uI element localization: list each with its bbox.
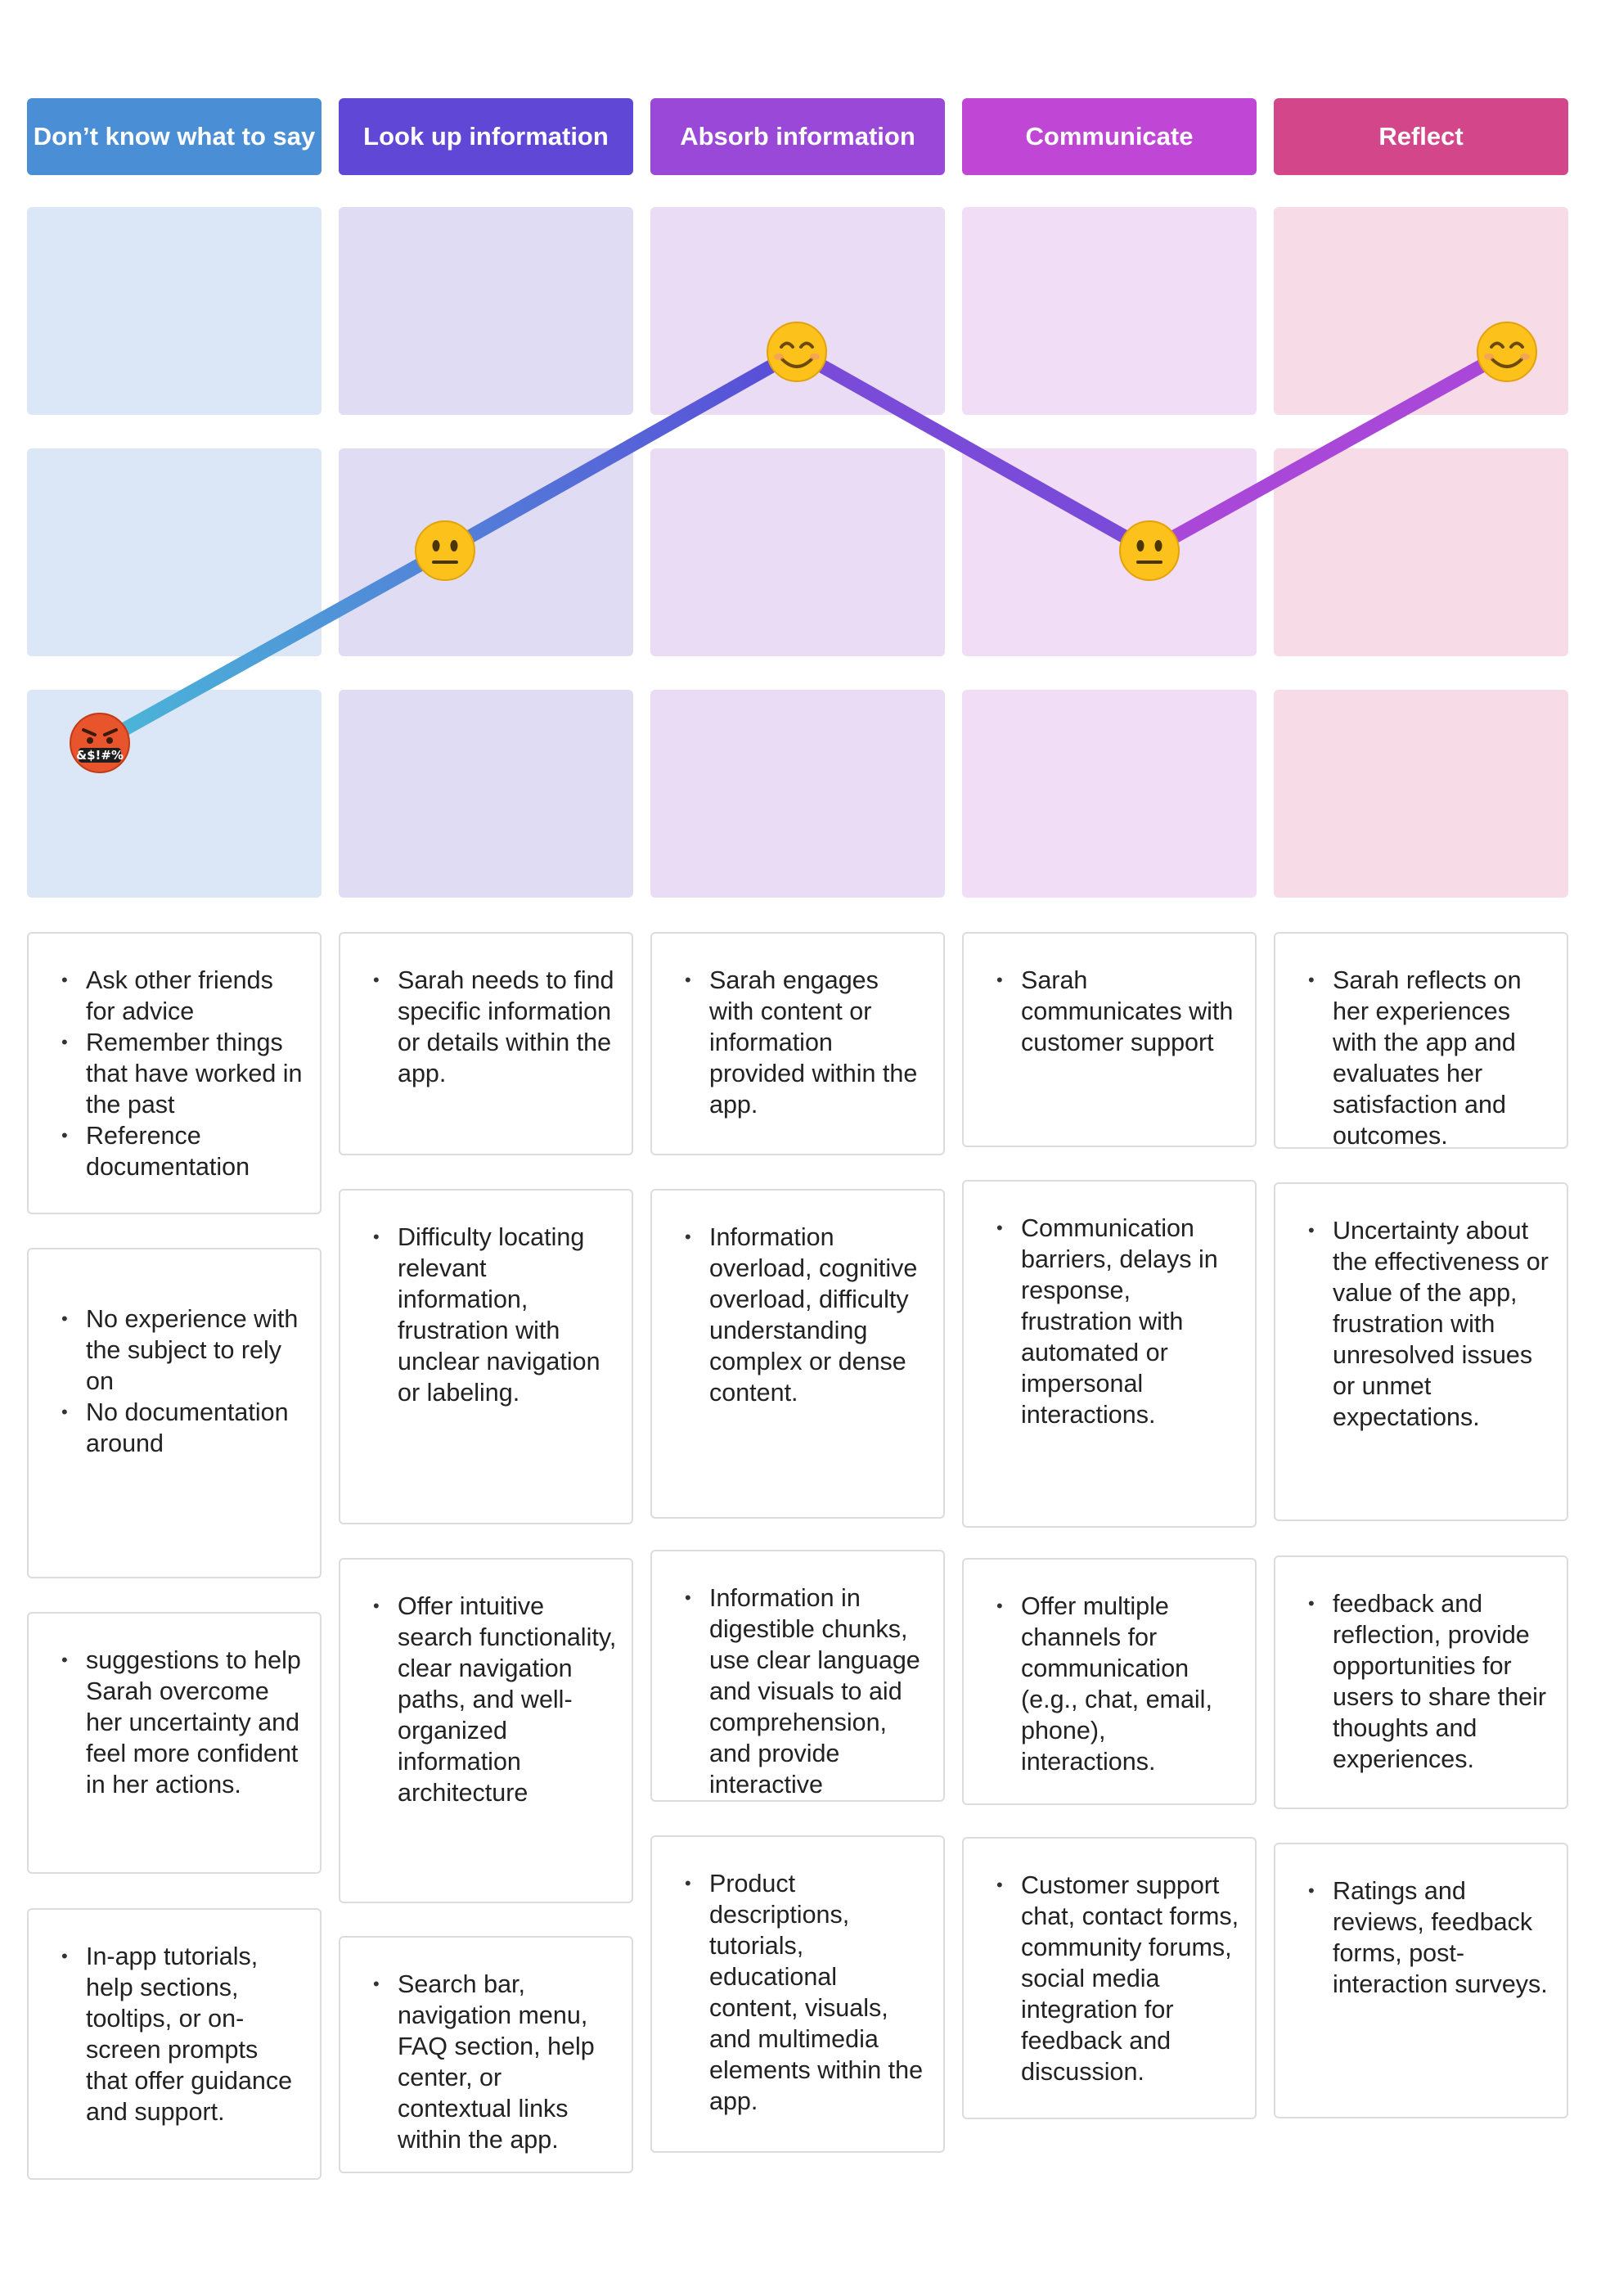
card-bullet-item: No experience with the subject to rely o…: [61, 1303, 305, 1397]
card-bullet-item: Ratings and reviews, feedback forms, pos…: [1308, 1875, 1552, 2000]
card-bullet-list: feedback and reflection, provide opportu…: [1290, 1588, 1552, 1775]
stage-3-card-4: Product descriptions, tutorials, educati…: [650, 1835, 945, 2153]
card-bullet-item: Search bar, navigation menu, FAQ section…: [373, 1969, 617, 2155]
card-bullet-list: Ask other friends for adviceRemember thi…: [43, 965, 305, 1182]
emotion-zone-negative: [27, 690, 322, 898]
stage-5-card-4: Ratings and reviews, feedback forms, pos…: [1274, 1843, 1568, 2118]
card-bullet-list: Sarah communicates with customer support: [978, 965, 1240, 1058]
card-bullet-item: Product descriptions, tutorials, educati…: [685, 1868, 929, 2117]
stage-header-4: Communicate: [962, 98, 1257, 175]
stage-2-card-2: Difficulty locating relevant information…: [339, 1189, 633, 1524]
card-bullet-list: Information in digestible chunks, use cl…: [667, 1582, 929, 1800]
card-bullet-item: Uncertainty about the effectiveness or v…: [1308, 1215, 1552, 1433]
stage-5-card-1: Sarah reflects on her experiences with t…: [1274, 932, 1568, 1149]
emotion-zone-neutral: [962, 448, 1257, 656]
card-bullet-item: Difficulty locating relevant information…: [373, 1222, 617, 1408]
stage-header-1: Don’t know what to say: [27, 98, 322, 175]
card-bullet-list: Product descriptions, tutorials, educati…: [667, 1868, 929, 2117]
emotion-zone-positive: [1274, 207, 1568, 415]
stage-1-card-2: No experience with the subject to rely o…: [27, 1248, 322, 1578]
stage-2-card-1: Sarah needs to find specific information…: [339, 932, 633, 1155]
card-bullet-list: Customer support chat, contact forms, co…: [978, 1870, 1240, 2087]
emotion-zone-neutral: [339, 448, 633, 656]
card-bullet-list: Ratings and reviews, feedback forms, pos…: [1290, 1875, 1552, 2000]
card-bullet-list: Uncertainty about the effectiveness or v…: [1290, 1215, 1552, 1433]
card-bullet-list: Search bar, navigation menu, FAQ section…: [355, 1969, 617, 2155]
emotion-zone-negative: [339, 690, 633, 898]
stage-4-card-2: Communication barriers, delays in respon…: [962, 1180, 1257, 1528]
card-bullet-item: Sarah engages with content or informatio…: [685, 965, 929, 1120]
card-bullet-list: Information overload, cognitive overload…: [667, 1222, 929, 1408]
stage-4-card-3: Offer multiple channels for communicatio…: [962, 1558, 1257, 1805]
card-bullet-item: Sarah reflects on her experiences with t…: [1308, 965, 1552, 1147]
emotion-zone-neutral: [650, 448, 945, 656]
card-bullet-item: Reference documentation: [61, 1120, 305, 1182]
stage-3-card-2: Information overload, cognitive overload…: [650, 1189, 945, 1519]
emotion-zone-negative: [650, 690, 945, 898]
emotion-zone-positive: [962, 207, 1257, 415]
card-bullet-item: Information in digestible chunks, use cl…: [685, 1582, 929, 1800]
stage-2-card-4: Search bar, navigation menu, FAQ section…: [339, 1936, 633, 2173]
stage-3-card-1: Sarah engages with content or informatio…: [650, 932, 945, 1155]
card-bullet-item: feedback and reflection, provide opportu…: [1308, 1588, 1552, 1775]
emotion-zone-positive: [27, 207, 322, 415]
card-bullet-list: Offer multiple channels for communicatio…: [978, 1591, 1240, 1777]
card-bullet-list: No experience with the subject to rely o…: [43, 1303, 305, 1459]
stage-3-card-3: Information in digestible chunks, use cl…: [650, 1550, 945, 1802]
emotion-zone-neutral: [1274, 448, 1568, 656]
card-bullet-item: In-app tutorials, help sections, tooltip…: [61, 1941, 305, 2127]
card-bullet-list: Sarah engages with content or informatio…: [667, 965, 929, 1120]
card-bullet-item: Communication barriers, delays in respon…: [996, 1213, 1240, 1430]
card-bullet-item: Offer multiple channels for communicatio…: [996, 1591, 1240, 1777]
card-bullet-item: Sarah needs to find specific information…: [373, 965, 617, 1089]
stage-2-card-3: Offer intuitive search functionality, cl…: [339, 1558, 633, 1903]
emotion-zone-positive: [650, 207, 945, 415]
stage-4-card-4: Customer support chat, contact forms, co…: [962, 1837, 1257, 2119]
card-bullet-list: Sarah reflects on her experiences with t…: [1290, 965, 1552, 1147]
emotion-zone-neutral: [27, 448, 322, 656]
card-bullet-list: Sarah needs to find specific information…: [355, 965, 617, 1089]
stage-1-card-3: suggestions to help Sarah overcome her u…: [27, 1612, 322, 1874]
card-bullet-list: Difficulty locating relevant information…: [355, 1222, 617, 1408]
stage-1-card-1: Ask other friends for adviceRemember thi…: [27, 932, 322, 1214]
card-bullet-item: Customer support chat, contact forms, co…: [996, 1870, 1240, 2087]
stage-1-card-4: In-app tutorials, help sections, tooltip…: [27, 1908, 322, 2180]
card-bullet-item: Sarah communicates with customer support: [996, 965, 1240, 1058]
stage-header-3: Absorb information: [650, 98, 945, 175]
card-bullet-item: Ask other friends for advice: [61, 965, 305, 1027]
stage-4-card-1: Sarah communicates with customer support: [962, 932, 1257, 1147]
card-bullet-item: Remember things that have worked in the …: [61, 1027, 305, 1120]
emotion-zone-positive: [339, 207, 633, 415]
stage-5-card-3: feedback and reflection, provide opportu…: [1274, 1555, 1568, 1809]
card-bullet-item: No documentation around: [61, 1397, 305, 1459]
emotion-zone-negative: [1274, 690, 1568, 898]
stage-header-2: Look up information: [339, 98, 633, 175]
stage-5-card-2: Uncertainty about the effectiveness or v…: [1274, 1182, 1568, 1521]
emotion-zone-negative: [962, 690, 1257, 898]
card-bullet-list: In-app tutorials, help sections, tooltip…: [43, 1941, 305, 2127]
card-bullet-list: Offer intuitive search functionality, cl…: [355, 1591, 617, 1808]
card-bullet-list: Communication barriers, delays in respon…: [978, 1213, 1240, 1430]
card-bullet-item: suggestions to help Sarah overcome her u…: [61, 1645, 305, 1800]
stage-header-5: Reflect: [1274, 98, 1568, 175]
card-bullet-list: suggestions to help Sarah overcome her u…: [43, 1645, 305, 1800]
card-bullet-item: Offer intuitive search functionality, cl…: [373, 1591, 617, 1808]
card-bullet-item: Information overload, cognitive overload…: [685, 1222, 929, 1408]
